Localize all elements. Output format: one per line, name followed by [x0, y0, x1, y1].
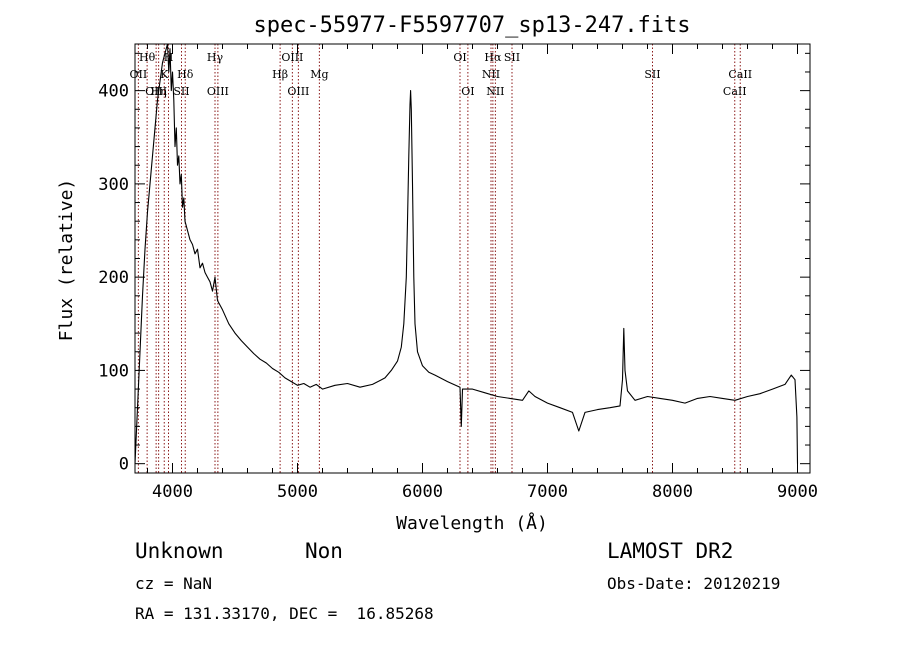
x-tick-label-5000: 5000 [277, 482, 318, 502]
line-marker-label-14: OI [453, 51, 466, 64]
line-marker-label-16: Hα [484, 51, 502, 64]
x-tick-label-8000: 8000 [652, 482, 693, 502]
x-tick-label-4000: 4000 [152, 482, 193, 502]
spectrum-series-0 [134, 43, 799, 464]
line-marker-label-17: NII [482, 68, 500, 81]
line-marker-label-9: OIII [207, 85, 229, 98]
y-tick-label-400: 400 [98, 82, 129, 102]
line-marker-label-22: CaII [723, 85, 747, 98]
cz-label: cz = NaN [135, 574, 213, 593]
survey-label: LAMOST DR2 [607, 539, 734, 563]
line-marker-label-2: OIII [145, 85, 167, 98]
line-marker-label-0: Hθ [139, 51, 156, 64]
line-marker-label-7: SII [173, 85, 189, 98]
x-tick-label-9000: 9000 [777, 482, 818, 502]
line-marker-label-21: CaII [728, 68, 752, 81]
line-marker-label-12: OIII [287, 85, 309, 98]
x-tick-label-6000: 6000 [402, 482, 443, 502]
line-marker-label-10: Hβ [272, 68, 288, 81]
y-tick-label-200: 200 [98, 268, 129, 288]
line-marker-label-13: Mg [310, 68, 328, 81]
line-marker-label-6: Hδ [177, 68, 194, 81]
line-marker-label-19: SII [504, 51, 520, 64]
x-axis-label: Wavelength (Å) [396, 512, 548, 534]
chart-title: spec-55977-F5597707_sp13-247.fits [253, 13, 690, 38]
line-marker-label-8: Hγ [207, 51, 224, 64]
line-marker-label-15: OI [461, 85, 474, 98]
y-tick-label-100: 100 [98, 361, 129, 381]
line-marker-label-5: K [160, 68, 169, 81]
obs-date-label: Obs-Date: 20120219 [607, 574, 781, 593]
classification-label: Unknown [135, 539, 224, 563]
line-marker-label-18: NII [486, 85, 504, 98]
y-axis-label: Flux (relative) [56, 179, 77, 342]
y-tick-label-0: 0 [119, 455, 129, 475]
coords-label: RA = 131.33170, DEC = 16.85268 [135, 604, 434, 623]
line-marker-label-11: OIII [281, 51, 303, 64]
y-tick-label-300: 300 [98, 175, 129, 195]
subclass-label: Non [305, 539, 343, 563]
x-tick-label-7000: 7000 [527, 482, 568, 502]
line-marker-label-1: OII [130, 68, 148, 81]
line-marker-label-20: SII [644, 68, 660, 81]
plot-frame [134, 43, 811, 474]
